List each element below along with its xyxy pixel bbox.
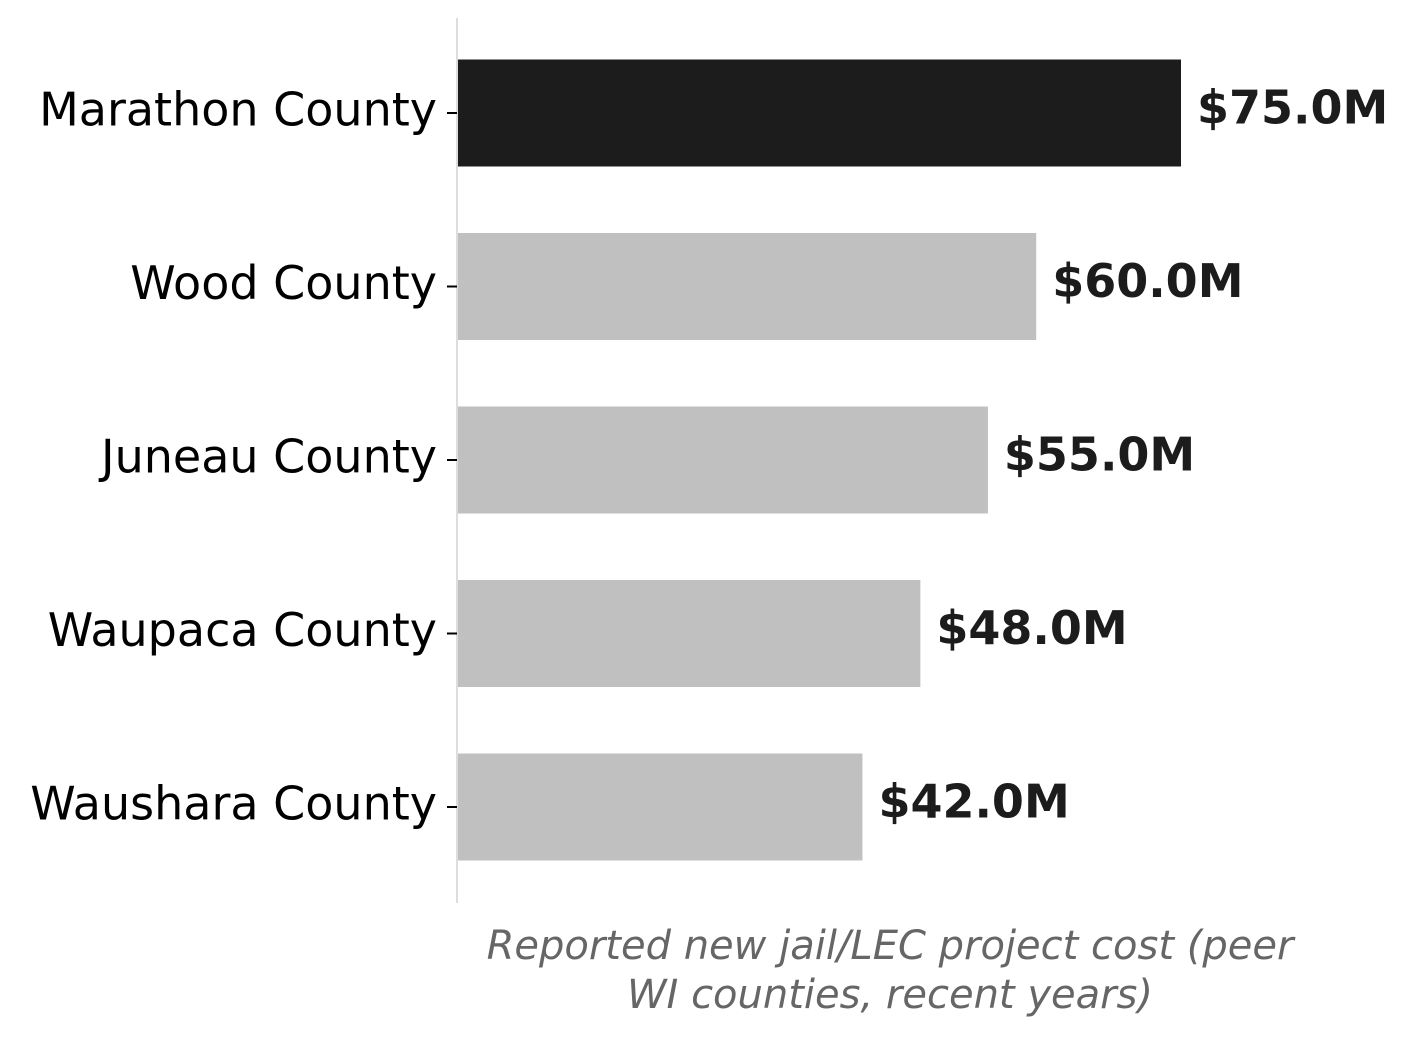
bar (458, 233, 1037, 340)
value-label: $48.0M (936, 601, 1127, 655)
bar (458, 753, 863, 861)
y-tick-label: Wood County (130, 256, 437, 310)
value-label: $60.0M (1052, 254, 1243, 308)
y-tick-label: Juneau County (98, 430, 437, 484)
bar (458, 406, 988, 514)
bar (458, 580, 921, 687)
value-label: $55.0M (1004, 428, 1195, 482)
y-tick-label: Waupaca County (48, 603, 437, 657)
x-axis-label: Reported new jail/LEC project cost (peer… (486, 923, 1294, 1018)
y-tick-label: Waushara County (30, 777, 437, 831)
value-label: $75.0M (1197, 81, 1388, 135)
y-tick-label: Marathon County (39, 83, 437, 137)
bar (458, 59, 1181, 167)
value-label: $42.0M (878, 775, 1069, 829)
